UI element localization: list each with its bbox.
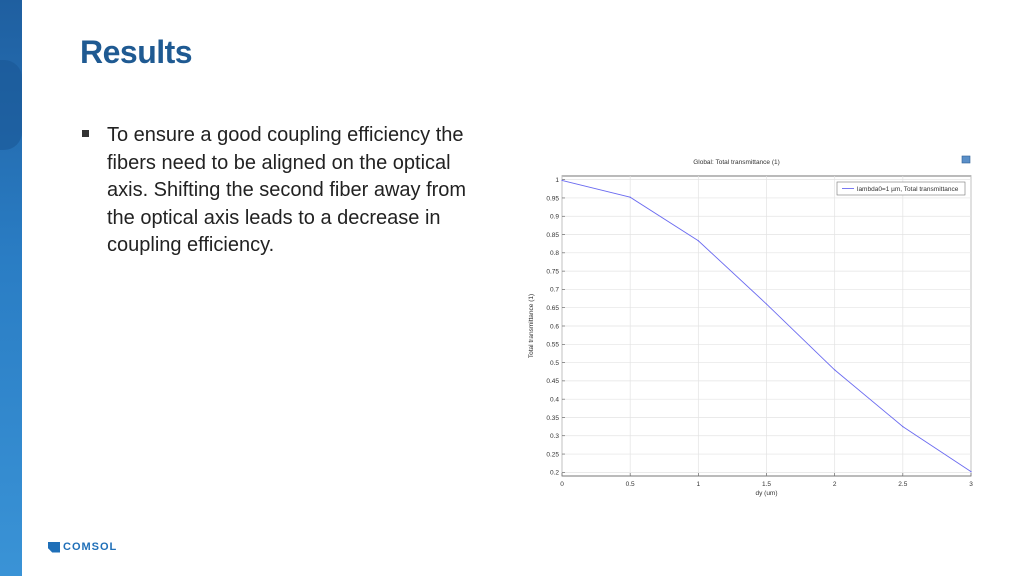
y-tick-label: 0.45 xyxy=(546,378,559,385)
x-axis-label: dy (um) xyxy=(755,490,777,497)
x-tick-label: 0.5 xyxy=(626,481,635,488)
y-tick-label: 0.5 xyxy=(550,360,559,367)
y-tick-label: 0.8 xyxy=(550,250,559,257)
bullet-text: To ensure a good coupling efficiency the… xyxy=(107,124,467,256)
y-tick-label: 0.2 xyxy=(550,470,559,477)
y-axis-label: Total transmittance (1) xyxy=(528,294,535,358)
comsol-logo-mark-icon xyxy=(48,541,60,553)
y-tick-label: 0.65 xyxy=(546,305,559,312)
y-tick-label: 0.9 xyxy=(550,214,559,221)
x-tick-label: 0 xyxy=(560,481,564,488)
export-image-icon xyxy=(961,155,971,164)
left-band-decoration xyxy=(0,60,22,150)
y-tick-label: 0.55 xyxy=(546,342,559,349)
data-point xyxy=(765,303,768,305)
data-point xyxy=(629,196,631,198)
y-tick-label: 0.25 xyxy=(546,451,559,458)
y-tick-label: 0.85 xyxy=(546,232,559,239)
chart-container: Global: Total transmittance (1) 0 0.5 1 1.5 2… xyxy=(524,152,984,500)
y-tick-label: 0.3 xyxy=(550,433,559,440)
data-point xyxy=(697,240,699,242)
x-tick-label: 2.5 xyxy=(898,481,907,488)
y-tick-label: 0.6 xyxy=(550,323,559,330)
x-tick-label: 1 xyxy=(697,481,701,488)
x-tick-label: 2 xyxy=(833,481,837,488)
data-point xyxy=(561,179,563,181)
legend-label: lambda0=1 µm, Total transmittance xyxy=(857,186,959,193)
x-tick-label: 1.5 xyxy=(762,481,771,488)
legend-box xyxy=(836,181,966,196)
y-tick-label: 0.4 xyxy=(550,396,559,403)
y-tick-label: 0.95 xyxy=(546,195,559,202)
y-tick-label: 1 xyxy=(555,177,559,184)
comsol-logo: COMSOL xyxy=(48,541,117,553)
y-tick-label: 0.7 xyxy=(550,287,559,294)
data-point xyxy=(970,471,972,473)
data-point xyxy=(902,426,904,428)
chart-title: Global: Total transmittance (1) xyxy=(693,159,780,166)
bullet-square-icon xyxy=(82,130,89,137)
logo-text: COMSOL xyxy=(63,541,118,553)
bullet-list: To ensure a good coupling efficiency the… xyxy=(82,122,492,260)
transmittance-chart: Global: Total transmittance (1) 0 0.5 1 1.5 2… xyxy=(528,155,973,497)
y-tick-label: 0.75 xyxy=(546,268,559,275)
data-point xyxy=(834,369,836,371)
y-tick-label: 0.35 xyxy=(546,415,559,422)
slide-title: Results xyxy=(80,34,193,70)
x-tick-label: 3 xyxy=(969,481,973,488)
